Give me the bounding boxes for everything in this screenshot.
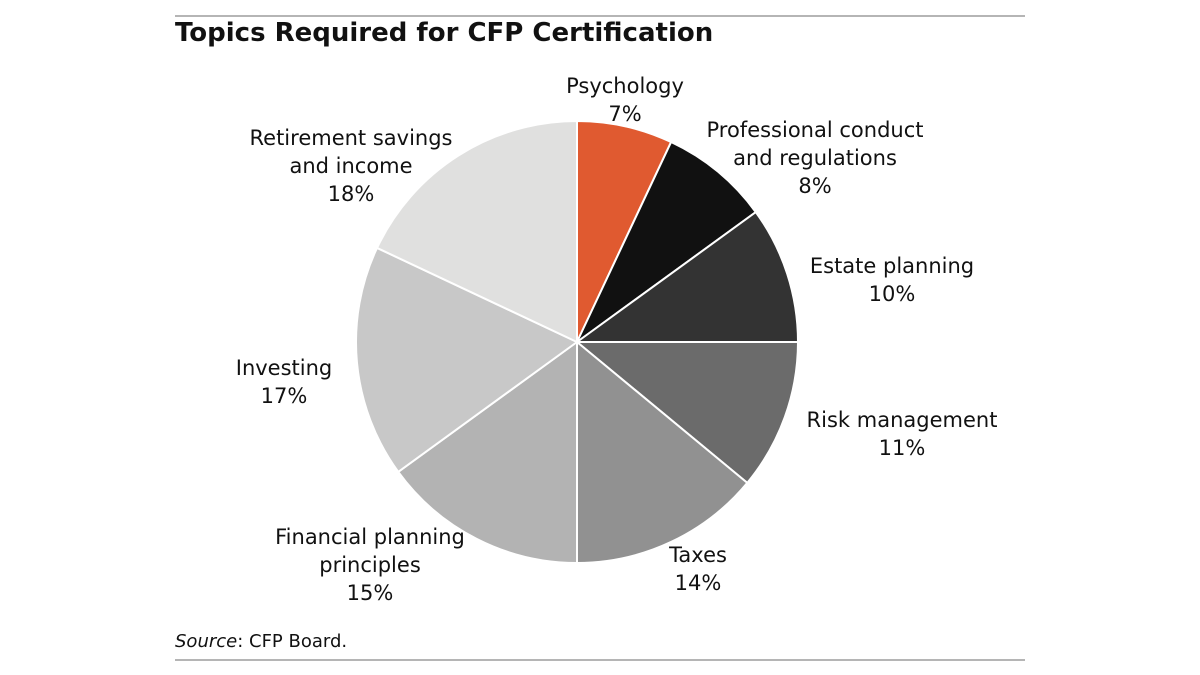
slice-percent: 7% <box>608 102 642 126</box>
pie-slice-taxes <box>576 339 749 565</box>
slice-label-risk-management: Risk management 11% <box>807 406 998 462</box>
slice-label-investing: Investing 17% <box>236 354 333 410</box>
slice-name: Retirement savings <box>249 126 453 150</box>
slice-name: Risk management <box>806 408 998 432</box>
pie-slice-risk-management <box>574 341 800 485</box>
slice-name: Taxes <box>669 543 727 567</box>
slice-name: and income <box>289 154 413 178</box>
source-text: : CFP Board. <box>237 631 348 652</box>
slice-name: Investing <box>235 356 333 380</box>
pie-slices <box>355 119 800 565</box>
slice-percent: 18% <box>327 182 375 206</box>
slice-percent: 15% <box>346 581 394 605</box>
slice-name: principles <box>319 553 421 577</box>
top-rule <box>175 15 1025 17</box>
slice-percent: 14% <box>674 571 722 595</box>
slice-name: Psychology <box>566 74 684 98</box>
slice-label-retirement-savings: Retirement savings and income 18% <box>250 124 453 208</box>
slice-percent: 8% <box>798 174 832 198</box>
slice-name: Professional conduct <box>706 118 924 142</box>
slice-percent: 17% <box>260 384 308 408</box>
slice-percent: 10% <box>868 282 916 306</box>
slice-percent: 11% <box>878 436 926 460</box>
source-note: Source: CFP Board. <box>175 631 347 652</box>
slice-name: Financial planning <box>275 525 465 549</box>
slice-label-professional-conduct: Professional conduct and regulations 8% <box>706 116 923 200</box>
pie-slice-professional-conduct <box>576 140 758 343</box>
bottom-rule <box>175 659 1025 661</box>
chart-title: Topics Required for CFP Certification <box>175 18 714 48</box>
pie-slice-estate-planning <box>573 210 800 343</box>
source-label: Source <box>175 631 238 652</box>
slice-label-financial-planning: Financial planning principles 15% <box>275 523 465 607</box>
slice-label-estate-planning: Estate planning 10% <box>810 252 974 308</box>
slice-label-psychology: Psychology 7% <box>566 72 684 128</box>
pie-slice-investing <box>355 246 579 474</box>
slice-name: and regulations <box>733 146 897 170</box>
pie-slice-retirement-savings <box>375 119 578 344</box>
slice-name: Estate planning <box>809 254 975 278</box>
slice-label-taxes: Taxes 14% <box>669 541 727 597</box>
pie-slice-financial-planning <box>396 340 578 565</box>
